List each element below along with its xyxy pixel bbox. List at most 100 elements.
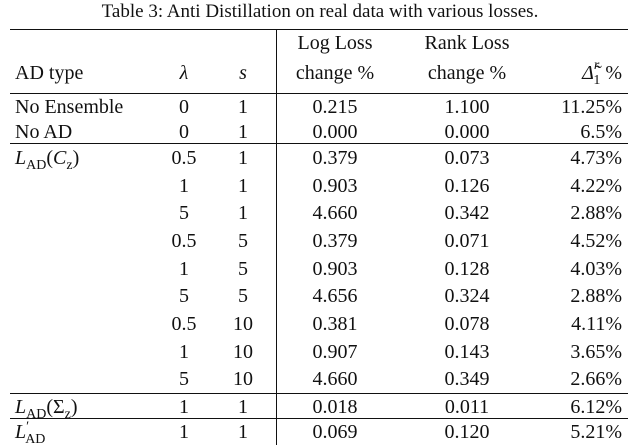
cell: 1	[179, 257, 189, 280]
cell: 0.073	[444, 146, 490, 169]
label-part: L	[15, 146, 27, 169]
cell: 10	[233, 368, 253, 391]
label-part: (	[46, 146, 54, 169]
cell: 4.03%	[570, 257, 622, 280]
cell: 4.52%	[570, 229, 622, 252]
header-cell: AD type	[15, 62, 84, 84]
cell: 5	[179, 368, 189, 391]
cell: 5	[238, 257, 248, 280]
header-cell: s	[239, 62, 247, 84]
header-cell: λ	[179, 62, 189, 84]
table-rule	[10, 29, 628, 31]
cell: 0.349	[444, 368, 490, 391]
table-rule	[10, 143, 628, 145]
header-cell: change %	[295, 62, 375, 84]
cell: 4.656	[312, 285, 358, 308]
cell: 1	[238, 395, 248, 418]
cell: 0.903	[312, 174, 358, 197]
cell: 0.018	[312, 395, 358, 418]
cell: 0.342	[444, 202, 490, 225]
table-caption: Table 3: Anti Distillation on real data …	[101, 1, 539, 22]
row-label: No Ensemble	[15, 96, 123, 118]
cell: 5	[179, 202, 189, 225]
cell: 4.11%	[571, 313, 622, 336]
header-unit: %	[605, 62, 622, 84]
label-part: z	[64, 406, 71, 422]
cell: 1	[179, 340, 189, 363]
cell: 1	[238, 146, 248, 169]
cell: 0.215	[312, 95, 358, 118]
cell: 0.000	[444, 120, 490, 143]
cell: 2.88%	[570, 202, 622, 225]
cell: 5.21%	[570, 421, 622, 443]
cell: 0.381	[312, 313, 358, 336]
cell: 2.88%	[570, 285, 622, 308]
label-part: No Ensemble	[15, 95, 124, 118]
label-part: L	[15, 395, 27, 418]
cell: 0	[179, 120, 189, 143]
cell: 0.120	[444, 421, 490, 443]
cell: 0.000	[312, 120, 358, 143]
cell: 1	[238, 120, 248, 143]
cell: 0.907	[312, 340, 358, 363]
cell: 10	[233, 313, 253, 336]
label-part: AD	[26, 157, 47, 173]
cell: 1	[238, 174, 248, 197]
cell: 3.65%	[570, 340, 622, 363]
cell: 6.12%	[570, 395, 622, 418]
cell: 0.128	[444, 257, 490, 280]
cell: 5	[238, 285, 248, 308]
cell: 0.324	[444, 285, 490, 308]
cell: 4.22%	[570, 174, 622, 197]
cell: 0.143	[444, 340, 490, 363]
label-part: )	[70, 395, 78, 418]
cell: 4.73%	[570, 146, 622, 169]
cell: 0	[179, 95, 189, 118]
label-part: L	[15, 421, 27, 443]
row-label: LAD(Cz)	[15, 146, 80, 173]
cell: 6.5%	[580, 120, 622, 143]
table-rule	[10, 393, 628, 395]
header-cell: Rank Loss	[424, 32, 510, 54]
label-part: No AD	[15, 120, 73, 143]
header-cell: Log Loss	[297, 32, 373, 54]
header-sub: 1	[593, 73, 601, 88]
cell: 0.5	[171, 313, 197, 336]
column-rule	[276, 30, 278, 445]
cell: 1	[179, 174, 189, 197]
cell: 4.660	[312, 368, 358, 391]
header-cell: Δ̃r1 %	[582, 59, 622, 88]
label-part: )	[72, 146, 80, 169]
table-rule	[10, 418, 628, 420]
cell: 0.5	[171, 229, 197, 252]
table-rule	[10, 93, 628, 95]
label-part: ′	[26, 419, 30, 435]
cell: 11.25%	[561, 95, 622, 118]
cell: 1.100	[444, 95, 490, 118]
row-label: L′AD	[15, 419, 45, 447]
cell: 0.379	[312, 146, 358, 169]
cell: 2.66%	[570, 368, 622, 391]
cell: 1	[179, 421, 189, 443]
label-part: z	[66, 157, 73, 173]
cell: 0.126	[444, 174, 490, 197]
cell: 0.903	[312, 257, 358, 280]
header-sup: r	[593, 58, 600, 74]
cell: 0.379	[312, 229, 358, 252]
cell: 10	[233, 340, 253, 363]
label-part: C	[53, 146, 67, 169]
header-cell: change %	[427, 62, 507, 84]
label-part: (Σ	[46, 395, 65, 418]
cell: 1	[238, 95, 248, 118]
label-part: AD	[26, 406, 47, 422]
cell: 1	[179, 395, 189, 418]
row-label: LAD(Σz)	[15, 395, 78, 422]
cell: 1	[238, 421, 248, 443]
header-symbol: Δ̃	[582, 62, 594, 84]
cell: 0.078	[444, 313, 490, 336]
cell: 0.011	[444, 395, 490, 418]
cell: 5	[238, 229, 248, 252]
label-part: AD	[25, 432, 46, 447]
cell: 0.071	[444, 229, 490, 252]
